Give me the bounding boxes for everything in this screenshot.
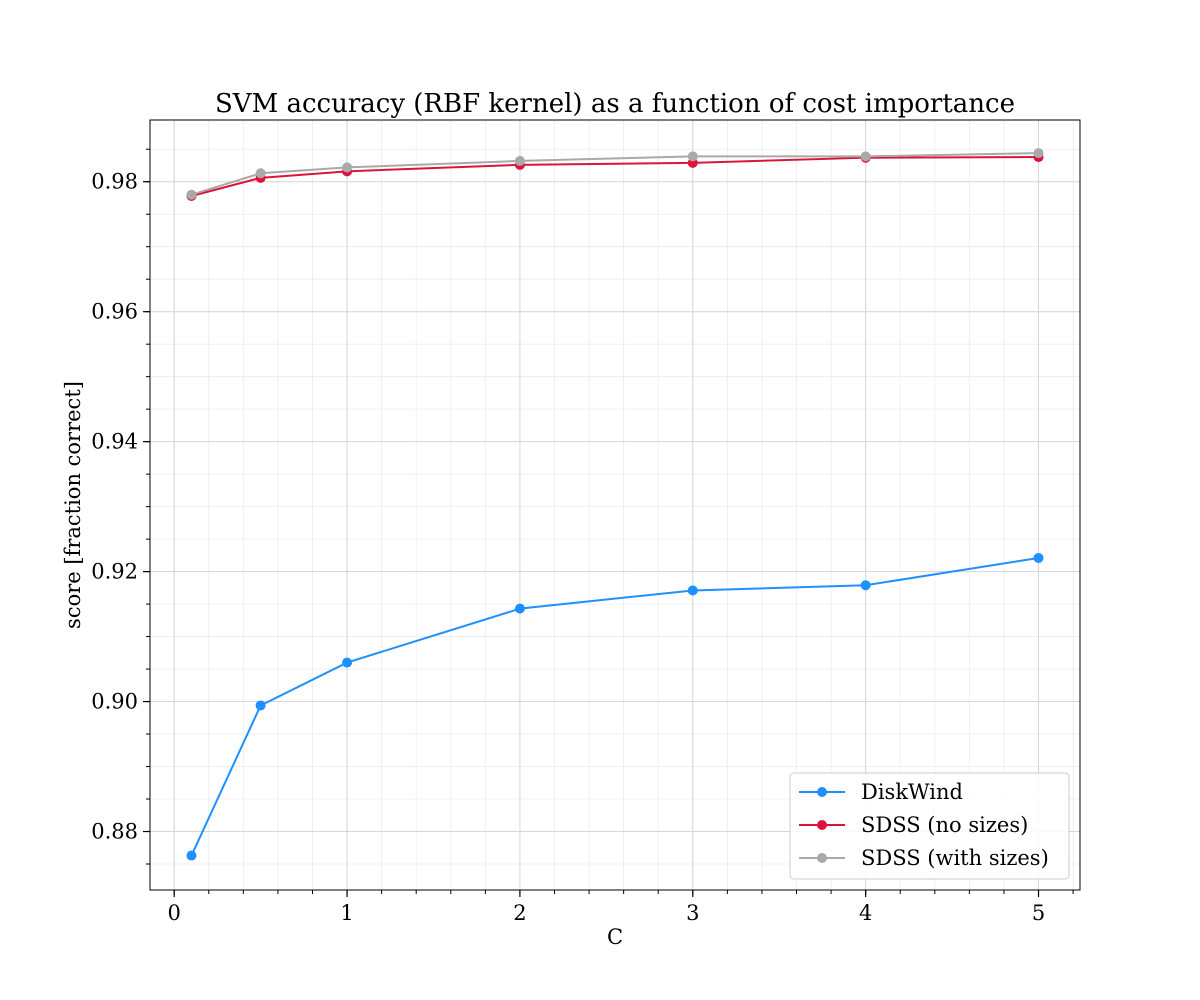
y-tick-label: 0.94 <box>91 430 138 454</box>
data-point <box>1033 552 1044 563</box>
legend: DiskWind SDSS (no sizes) SDSS (with sizes) <box>789 772 1070 880</box>
legend-label: SDSS (no sizes) <box>861 813 1028 837</box>
y-axis-label: score [fraction correct] <box>61 381 85 629</box>
y-tick-label: 0.96 <box>91 300 138 324</box>
x-axis-label: C <box>607 925 623 949</box>
data-point <box>1033 148 1044 159</box>
data-point <box>514 603 525 614</box>
x-tick-label: 4 <box>859 901 872 925</box>
series-layer <box>186 148 1044 861</box>
ticks-layer: 0 1 2 3 4 5 0.88 0.90 0.92 0.94 0.96 0.98 <box>91 148 1074 925</box>
data-point <box>514 155 525 166</box>
data-point <box>255 168 266 179</box>
y-tick-label: 0.92 <box>91 560 138 584</box>
data-point <box>186 850 197 861</box>
chart-title: SVM accuracy (RBF kernel) as a function … <box>215 89 1015 119</box>
y-tick-label: 0.98 <box>91 170 138 194</box>
plot-frame <box>149 119 1081 891</box>
data-point <box>342 657 353 668</box>
legend-swatch-marker <box>817 787 827 797</box>
y-tick-label: 0.88 <box>91 820 138 844</box>
data-point <box>186 189 197 200</box>
data-point <box>687 151 698 162</box>
legend-box <box>789 772 1070 880</box>
legend-swatch-marker <box>817 820 827 830</box>
legend-swatch-marker <box>817 853 827 863</box>
legend-label: DiskWind <box>861 780 963 804</box>
data-point <box>687 585 698 596</box>
x-tick-label: 1 <box>340 901 353 925</box>
y-tick-label: 0.90 <box>91 690 138 714</box>
x-tick-label: 0 <box>168 901 181 925</box>
data-point <box>342 162 353 173</box>
x-tick-label: 5 <box>1032 901 1045 925</box>
data-point <box>860 580 871 591</box>
data-point <box>860 151 871 162</box>
legend-label: SDSS (with sizes) <box>861 846 1049 870</box>
x-tick-label: 3 <box>686 901 699 925</box>
x-tick-label: 2 <box>513 901 526 925</box>
data-point <box>255 700 266 711</box>
